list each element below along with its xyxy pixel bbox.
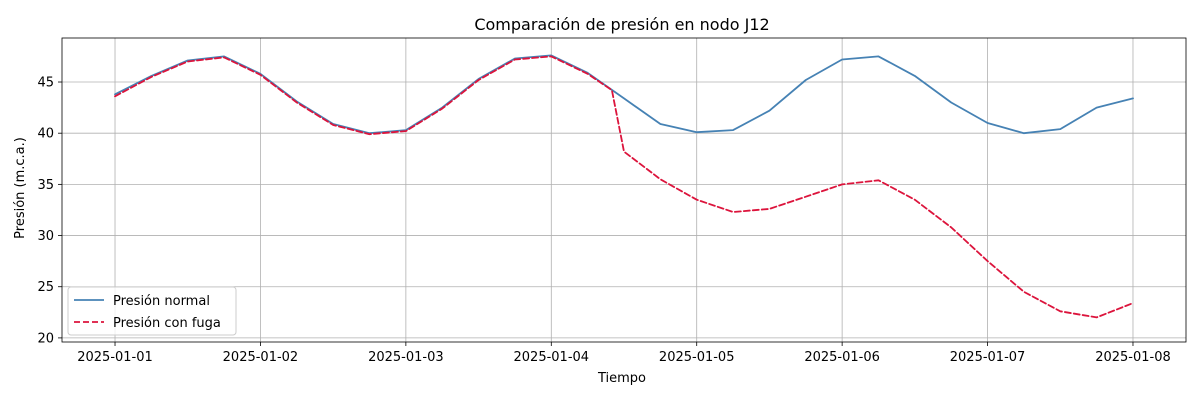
x-tick-label: 2025-01-02 (223, 350, 299, 365)
y-tick-label: 20 (37, 331, 54, 346)
x-tick-label: 2025-01-07 (950, 350, 1026, 365)
x-axis-label: Tiempo (597, 371, 646, 386)
x-tick-label: 2025-01-01 (77, 350, 153, 365)
legend-box (67, 286, 237, 336)
y-tick-label: 40 (37, 127, 54, 142)
y-tick-label: 25 (37, 280, 54, 295)
x-tick-label: 2025-01-03 (368, 350, 444, 365)
legend-label-leak: Presión con fuga (113, 316, 221, 331)
x-tick-label: 2025-01-04 (514, 350, 590, 365)
series-line-leak (114, 55, 1134, 319)
x-tick-label: 2025-01-08 (1095, 350, 1171, 365)
legend-label-normal: Presión normal (113, 294, 210, 309)
legend: Presión normal Presión con fuga (67, 286, 237, 336)
y-tick-label: 45 (37, 76, 54, 91)
plot-frame (61, 37, 1187, 343)
x-tick-label: 2025-01-06 (804, 350, 880, 365)
y-tick-label: 30 (37, 229, 54, 244)
x-tick-label: 2025-01-05 (659, 350, 735, 365)
series-layer (114, 54, 1134, 319)
grid (62, 38, 1186, 342)
series-line-normal (114, 54, 1134, 135)
x-axis-ticks: 2025-01-01 2025-01-02 2025-01-03 2025-01-04… (77, 342, 1171, 365)
chart-title: Comparación de presión en nodo J12 (474, 15, 769, 34)
y-axis-label: Presión (m.c.a.) (13, 137, 28, 239)
y-axis-ticks: 20 25 30 35 40 45 (37, 76, 62, 346)
y-tick-label: 35 (37, 178, 54, 193)
